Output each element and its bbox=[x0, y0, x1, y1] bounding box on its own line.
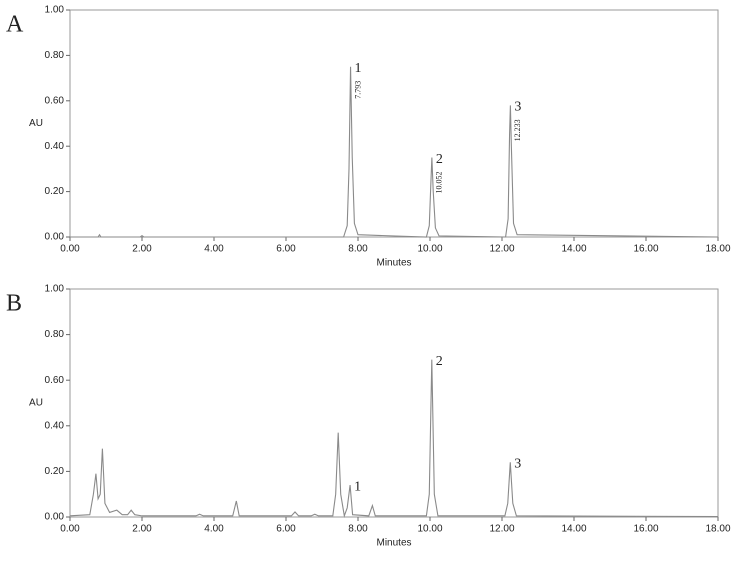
retention-time: 12.233 bbox=[513, 119, 522, 141]
y-tick-label: 0.00 bbox=[45, 512, 65, 523]
chromatogram-trace bbox=[69, 359, 719, 519]
y-tick-label: 1.00 bbox=[45, 284, 65, 295]
x-tick-label: 8.00 bbox=[348, 244, 368, 255]
y-tick-label: 0.80 bbox=[45, 50, 65, 61]
x-tick-label: 2.00 bbox=[132, 244, 152, 255]
retention-time: 7.793 bbox=[353, 81, 362, 99]
plot-frame bbox=[69, 288, 719, 518]
x-tick-label: 10.00 bbox=[417, 524, 442, 535]
x-tick-label: 4.00 bbox=[204, 244, 224, 255]
x-tick-label: 16.00 bbox=[633, 524, 658, 535]
x-tick-label: 0.00 bbox=[60, 524, 80, 535]
x-tick-label: 14.00 bbox=[561, 244, 586, 255]
peak-label: 3 bbox=[514, 100, 521, 115]
chromatogram-trace bbox=[70, 66, 719, 238]
x-tick-label: 6.00 bbox=[276, 244, 296, 255]
y-axis-label: AU bbox=[29, 118, 43, 129]
peak-label: 2 bbox=[436, 354, 443, 369]
y-tick-label: 0.20 bbox=[45, 186, 65, 197]
plot-frame bbox=[69, 9, 719, 238]
y-tick-label: 1.00 bbox=[45, 5, 65, 16]
x-tick-label: 6.00 bbox=[276, 524, 296, 535]
peak-label: 3 bbox=[514, 456, 521, 471]
x-tick-label: 12.00 bbox=[489, 244, 514, 255]
x-axis-label: Minutes bbox=[376, 258, 411, 269]
panel-label: B bbox=[6, 291, 22, 317]
x-tick-label: 14.00 bbox=[561, 524, 586, 535]
x-tick-label: 10.00 bbox=[417, 244, 442, 255]
x-tick-label: 16.00 bbox=[633, 244, 658, 255]
y-axis-label: AU bbox=[29, 398, 43, 409]
x-tick-label: 8.00 bbox=[348, 524, 368, 535]
y-tick-label: 0.60 bbox=[45, 95, 65, 106]
x-tick-label: 0.00 bbox=[60, 244, 80, 255]
x-tick-label: 18.00 bbox=[705, 524, 730, 535]
y-tick-label: 0.40 bbox=[45, 420, 65, 431]
y-tick-label: 0.40 bbox=[45, 141, 65, 152]
peak-label: 2 bbox=[436, 152, 443, 167]
y-tick-label: 0.00 bbox=[45, 232, 65, 243]
y-tick-label: 0.20 bbox=[45, 466, 65, 477]
y-tick-label: 0.80 bbox=[45, 329, 65, 340]
x-tick-label: 2.00 bbox=[132, 524, 152, 535]
panel-label: A bbox=[6, 12, 24, 38]
retention-time: 10.052 bbox=[435, 172, 444, 194]
x-tick-label: 18.00 bbox=[705, 244, 730, 255]
peak-label: 1 bbox=[354, 479, 361, 494]
peak-label: 1 bbox=[355, 61, 362, 76]
x-tick-label: 12.00 bbox=[489, 524, 514, 535]
y-tick-label: 0.60 bbox=[45, 375, 65, 386]
x-tick-label: 4.00 bbox=[204, 524, 224, 535]
x-axis-label: Minutes bbox=[376, 538, 411, 549]
